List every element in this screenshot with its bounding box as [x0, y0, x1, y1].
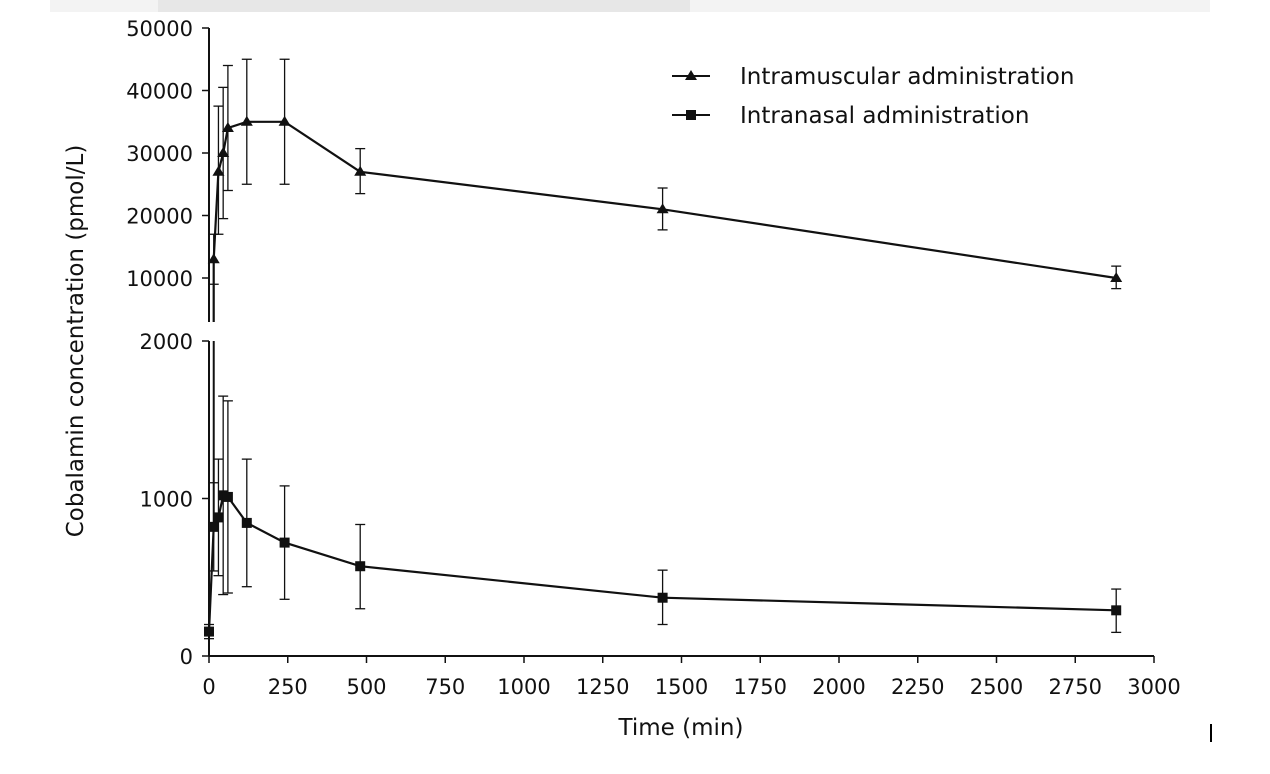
data-point [207, 253, 220, 264]
square-marker-icon [686, 110, 696, 120]
y-tick-label-upper: 40000 [126, 80, 193, 104]
data-point [278, 115, 291, 126]
legend-label-intramuscular: Intramuscular administration [740, 64, 1074, 90]
y-tick-label-upper: 50000 [126, 17, 193, 41]
series-layer [204, 58, 1123, 640]
y-tick-label-upper: 20000 [126, 205, 193, 229]
data-point [656, 203, 669, 214]
data-point [204, 626, 214, 637]
text-cursor-mark [1210, 724, 1212, 742]
data-point [221, 122, 234, 132]
x-tick-label: 1500 [655, 675, 708, 699]
data-point [212, 165, 225, 176]
y-tick-label-lower: 2000 [140, 330, 193, 354]
legend: Intramuscular administration Intranasal … [672, 64, 1074, 129]
y-tick-label-upper: 30000 [126, 142, 193, 166]
x-tick-label: 500 [346, 675, 386, 699]
x-tick-label: 0 [202, 675, 215, 699]
data-point [279, 537, 290, 548]
legend-label-intranasal: Intranasal administration [740, 103, 1029, 129]
x-tick-label: 1250 [576, 675, 629, 699]
data-point [657, 592, 668, 603]
x-tick-label: 250 [268, 675, 308, 699]
data-point [355, 561, 366, 572]
series-intranasal [204, 341, 1122, 640]
data-point [1110, 272, 1123, 282]
triangle-marker-icon [685, 70, 697, 80]
top-toolbar-segment [158, 0, 690, 12]
legend-item-intranasal: Intranasal administration [672, 103, 1029, 129]
series-intramuscular [207, 58, 1123, 322]
x-tick-label: 2250 [891, 675, 944, 699]
x-tick-label: 2500 [970, 675, 1023, 699]
x-tick-label: 1000 [497, 675, 550, 699]
x-tick-label: 2750 [1049, 675, 1102, 699]
y-axis-title: Cobalamin concentration (pmol/L) [63, 145, 89, 538]
x-axis-ticks: 0 250 500 750 1000 1250 1500 1750 2000 2250 2500 27… [202, 656, 1181, 699]
y-tick-label-lower: 0 [180, 645, 193, 669]
data-point [222, 491, 233, 502]
y-tick-label-upper: 10000 [126, 267, 193, 291]
data-point [240, 115, 253, 126]
data-point [217, 147, 230, 157]
x-tick-label: 750 [425, 675, 465, 699]
data-point [241, 517, 252, 528]
x-tick-label: 2000 [812, 675, 865, 699]
data-point [208, 521, 219, 532]
x-axis-title: Time (min) [618, 715, 744, 741]
x-tick-label: 1750 [734, 675, 787, 699]
y-tick-label-lower: 1000 [140, 488, 193, 512]
data-point [1111, 605, 1122, 616]
x-tick-label: 3000 [1127, 675, 1180, 699]
data-point [354, 165, 367, 176]
legend-item-intramuscular: Intramuscular administration [672, 64, 1074, 90]
series-line [212, 120, 1117, 322]
data-point [213, 512, 224, 523]
